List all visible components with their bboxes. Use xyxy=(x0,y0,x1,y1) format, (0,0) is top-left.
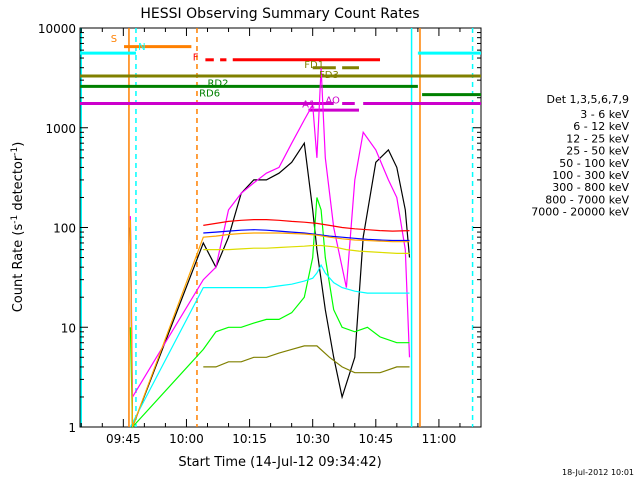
series-line-4 xyxy=(203,244,410,254)
vertical-markers xyxy=(80,28,474,427)
series-lines xyxy=(129,67,411,429)
x-tick-label-5: 11:00 xyxy=(422,432,457,446)
x-tick-label-3: 10:30 xyxy=(295,432,330,446)
x-tick-label-2: 10:15 xyxy=(232,432,267,446)
x-tick-label-4: 10:45 xyxy=(359,432,394,446)
y-label-mid: detector xyxy=(11,155,26,215)
legend-entry-3: 25 - 50 keV xyxy=(566,145,629,158)
legend-entry-2: 12 - 25 keV xyxy=(566,132,629,145)
legend-entry-8: 7000 - 20000 keV xyxy=(531,206,629,219)
legend-entry-0: 3 - 6 keV xyxy=(580,108,629,121)
series-line-7 xyxy=(129,219,410,428)
flag-label-4: FD3 xyxy=(319,70,339,81)
flag-label-3: FD1 xyxy=(304,60,324,71)
flag-label-1: N xyxy=(138,42,145,53)
y-label-sup2: -1 xyxy=(10,147,20,156)
series-line-5 xyxy=(203,219,410,232)
flag-label-8: AO xyxy=(325,96,340,107)
legend-entry-6: 300 - 800 keV xyxy=(552,181,629,194)
x-axis-label: Start Time (14-Jul-12 09:34:42) xyxy=(178,455,381,470)
flag-label-2: F xyxy=(193,53,199,64)
legend-entry-1: 6 - 12 keV xyxy=(573,120,629,133)
legend-entry-4: 50 - 100 keV xyxy=(559,157,629,170)
y-tick-label-2: 100 xyxy=(53,222,76,236)
x-tick-label-1: 10:00 xyxy=(169,432,204,446)
y-label-sup1: -1 xyxy=(10,215,20,224)
series-line-2 xyxy=(129,197,410,429)
footer-date: 18-Jul-2012 10:01 xyxy=(562,468,634,477)
y-label-main: Count Rate (s xyxy=(11,224,26,313)
legend-title: Det 1,3,5,6,7,9 xyxy=(546,93,629,106)
flag-label-7: A1 xyxy=(302,99,315,110)
series-line-6 xyxy=(203,229,410,242)
flag-label-5: RD2 xyxy=(207,78,228,89)
y-axis: 1 10 100 1000 10000 xyxy=(38,22,481,435)
series-line-1 xyxy=(129,67,411,400)
y-label-end: ) xyxy=(11,142,26,147)
x-axis: 09:45 10:00 10:15 10:30 10:45 11:00 xyxy=(80,28,482,446)
legend-entry-7: 800 - 7000 keV xyxy=(545,193,629,206)
flag-label-6: RD6 xyxy=(199,89,220,100)
flag-label-0: S xyxy=(111,34,117,45)
chart-title: HESSI Observing Summary Count Rates xyxy=(140,6,419,22)
y-tick-label-3: 1000 xyxy=(45,122,76,136)
y-tick-label-4: 10000 xyxy=(38,22,76,36)
x-tick-label-0: 09:45 xyxy=(106,432,141,446)
y-tick-label-1: 10 xyxy=(61,321,76,335)
series-line-3 xyxy=(129,263,410,428)
flag-bars xyxy=(80,45,481,112)
y-axis-label: Count Rate (s-1 detector-1) xyxy=(10,142,26,313)
y-tick-label-0: 1 xyxy=(68,421,76,435)
series-line-8 xyxy=(203,345,410,374)
legend-entry-5: 100 - 300 keV xyxy=(552,169,629,182)
series-line-0 xyxy=(129,141,411,428)
